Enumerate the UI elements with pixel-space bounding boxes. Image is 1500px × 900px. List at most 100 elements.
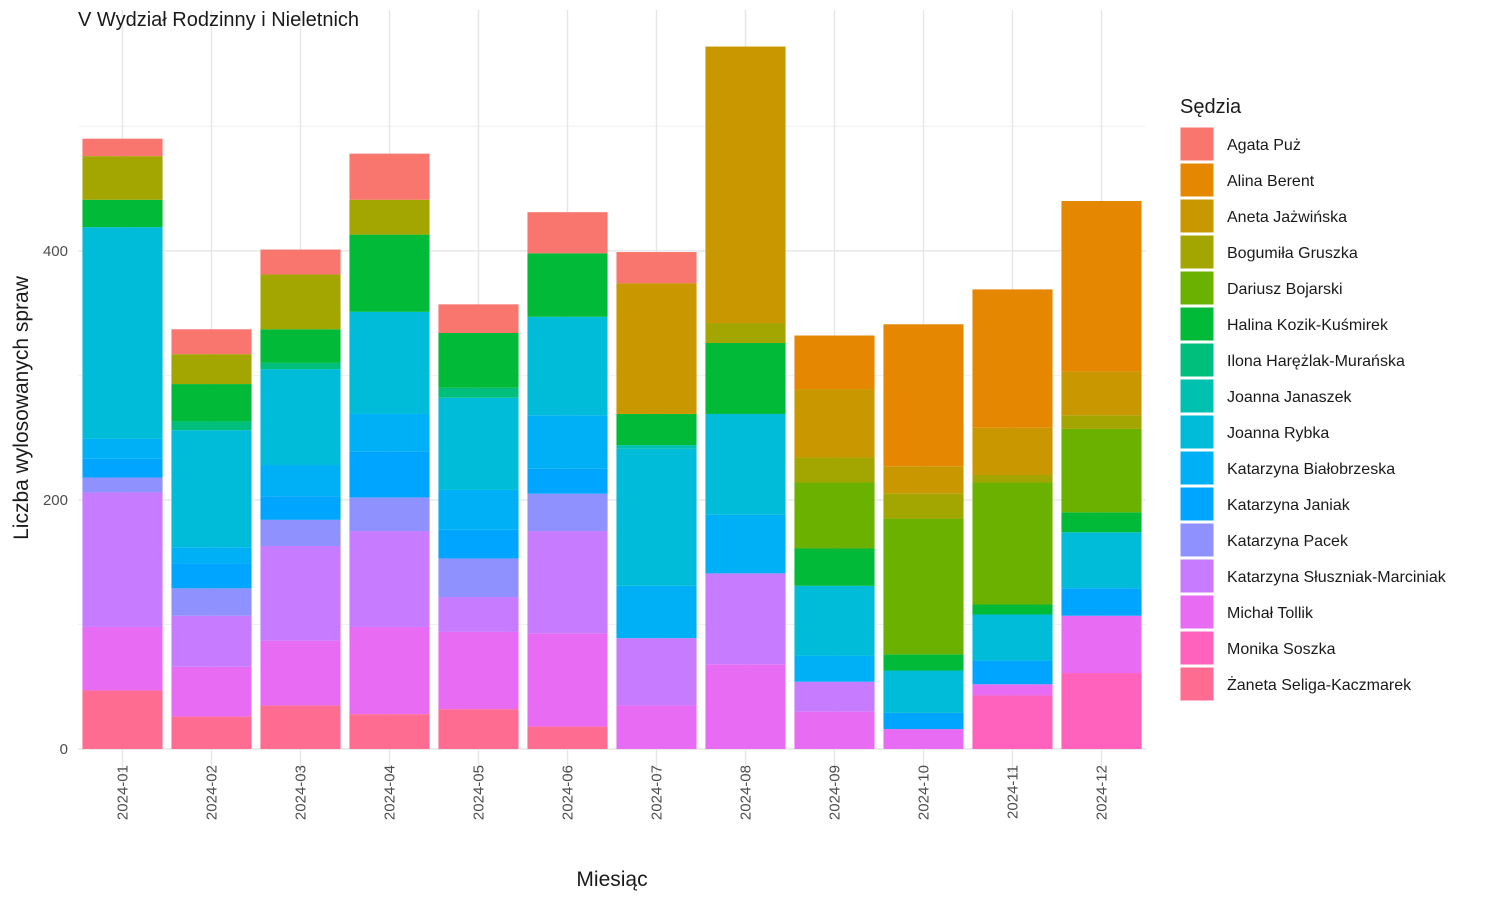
bar-segment — [527, 253, 608, 317]
legend-label: Alina Berent — [1227, 173, 1315, 190]
legend-label: Dariusz Bojarski — [1227, 281, 1343, 298]
bar-segment — [260, 249, 341, 275]
bar-segment — [527, 493, 608, 532]
bar-segment — [616, 585, 697, 639]
bar-segment — [438, 631, 519, 710]
bar-segment — [260, 369, 341, 466]
bar-segment — [527, 633, 608, 727]
bar-segment — [794, 389, 875, 458]
bar-segment — [616, 705, 697, 749]
x-axis-ticks: 2024-01 2024-02 2024-03 2024-04 2024-05 2024-… — [115, 765, 1111, 820]
bar-segment — [171, 563, 252, 589]
bar-segment — [527, 212, 608, 254]
bar-segment — [171, 547, 252, 564]
bar-segment — [438, 333, 519, 388]
bar-segment — [883, 670, 964, 713]
legend-label: Joanna Janaszek — [1227, 389, 1353, 406]
legend-key — [1179, 126, 1215, 162]
x-tick-label: 2024-08 — [738, 765, 755, 820]
legend-key — [1179, 414, 1215, 450]
x-axis-title: Miesiąc — [576, 868, 647, 891]
bar-segment — [438, 489, 519, 530]
bar-segment — [972, 289, 1053, 428]
bar-segment — [1061, 532, 1142, 589]
bar-segment — [260, 705, 341, 749]
bar-segment — [1061, 371, 1142, 416]
bar-segment — [82, 438, 163, 459]
bar-segment — [527, 531, 608, 634]
bar-segment — [82, 492, 163, 627]
bar-segment — [883, 466, 964, 494]
bar-segment — [349, 153, 430, 200]
legend-key — [1179, 306, 1215, 342]
bar-segment — [82, 138, 163, 157]
bar-segment — [972, 474, 1053, 483]
bar-segment — [883, 712, 964, 730]
x-tick-label: 2024-05 — [471, 765, 488, 820]
legend-key — [1179, 522, 1215, 558]
legend-key — [1179, 594, 1215, 630]
bar-segment — [349, 199, 430, 235]
legend-label: Halina Kozik-Kuśmirek — [1227, 317, 1389, 334]
bar-segment — [349, 311, 430, 414]
bar-segment — [1061, 200, 1142, 372]
bar-segment — [705, 664, 786, 749]
bar-segment — [171, 588, 252, 616]
legend-key — [1179, 342, 1215, 378]
bar-segment — [972, 684, 1053, 696]
bar-segment — [82, 626, 163, 691]
bar-segment — [260, 274, 341, 330]
y-tick-label: 200 — [43, 492, 68, 509]
bar-segment — [705, 573, 786, 665]
bar-segment — [705, 413, 786, 515]
bar-segment — [260, 519, 341, 546]
bar-segment — [349, 497, 430, 532]
x-tick-label: 2024-11 — [1005, 765, 1022, 819]
bar-segment — [1061, 588, 1142, 616]
bar-segment — [616, 448, 697, 586]
legend-title: Sędzia — [1180, 96, 1242, 118]
bar-segment — [616, 445, 697, 449]
x-tick-label: 2024-06 — [560, 765, 577, 820]
legend-label: Joanna Rybka — [1227, 425, 1329, 442]
bar-segment — [82, 227, 163, 439]
y-tick-label: 400 — [43, 243, 68, 260]
bar-segment — [82, 199, 163, 228]
legend-label: Aneta Jażwińska — [1227, 209, 1347, 226]
bar-segment — [171, 666, 252, 717]
x-tick-label: 2024-10 — [916, 765, 933, 820]
x-tick-label: 2024-02 — [204, 765, 221, 820]
bar-segment — [883, 518, 964, 655]
bar-segment — [794, 681, 875, 712]
legend-label: Katarzyna Pacek — [1227, 533, 1349, 550]
y-axis-ticks: 0 200 400 — [43, 243, 68, 758]
legend-key — [1179, 270, 1215, 306]
bar-segment — [972, 695, 1053, 749]
bar-segment — [260, 362, 341, 370]
bar-segment — [1061, 673, 1142, 749]
bar-segment — [883, 493, 964, 519]
legend-key — [1179, 558, 1215, 594]
bar-segment — [794, 711, 875, 749]
legend-key — [1179, 378, 1215, 414]
legend-key — [1179, 486, 1215, 522]
legend-label: Katarzyna Janiak — [1227, 497, 1351, 514]
bar-segment — [260, 640, 341, 706]
legend-label: Ilona Harężlak-Murańska — [1227, 353, 1405, 370]
legend-label: Michał Tollik — [1227, 605, 1314, 622]
x-tick-label: 2024-07 — [649, 765, 666, 820]
bar-segment — [349, 626, 430, 715]
x-tick-label: 2024-04 — [382, 765, 399, 820]
bar-segment — [171, 716, 252, 749]
bar-segment — [616, 283, 697, 414]
x-tick-label: 2024-12 — [1094, 765, 1111, 820]
legend-key — [1179, 234, 1215, 270]
bar-segment — [883, 729, 964, 749]
bar-segment — [438, 304, 519, 334]
legend-key — [1179, 630, 1215, 666]
bar-segment — [1061, 428, 1142, 513]
bar-segment — [972, 604, 1053, 615]
legend-label: Monika Soszka — [1227, 641, 1336, 658]
bar-segment — [349, 714, 430, 749]
